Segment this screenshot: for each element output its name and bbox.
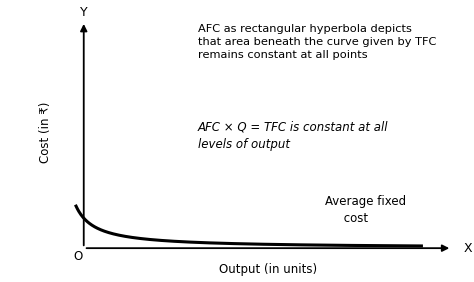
Text: Y: Y <box>80 6 88 19</box>
Text: Cost (in ₹): Cost (in ₹) <box>39 102 52 163</box>
Text: Output (in units): Output (in units) <box>219 263 317 276</box>
Text: X: X <box>463 242 472 255</box>
Text: AFC as rectangular hyperbola depicts
that area beneath the curve given by TFC
re: AFC as rectangular hyperbola depicts tha… <box>198 24 436 60</box>
Text: AFC × Q = TFC is constant at all
levels of output: AFC × Q = TFC is constant at all levels … <box>198 121 388 151</box>
Text: Average fixed: Average fixed <box>326 195 407 208</box>
Text: O: O <box>73 250 82 263</box>
Text: cost: cost <box>326 212 369 225</box>
